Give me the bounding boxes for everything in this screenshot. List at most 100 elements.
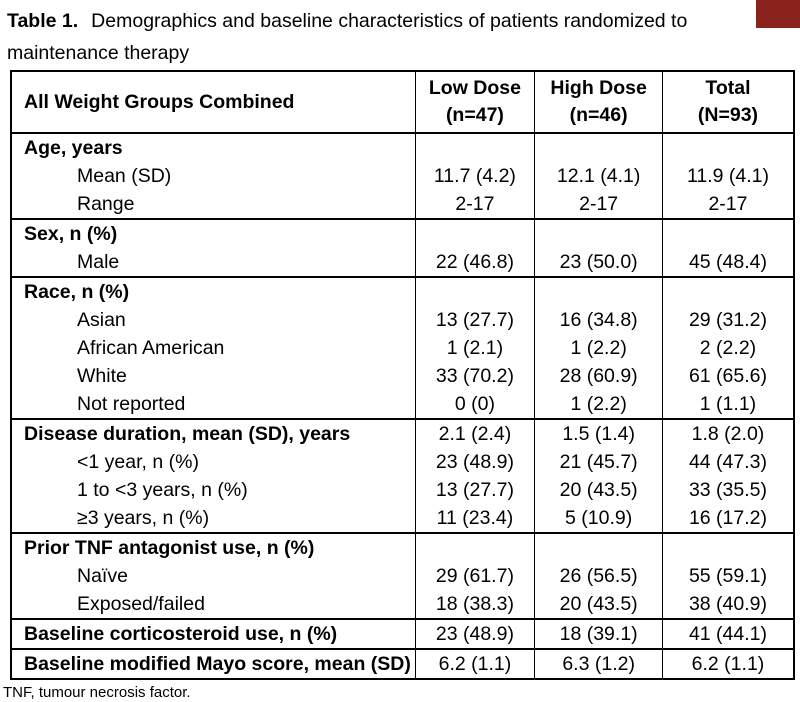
column-name: High Dose — [550, 77, 647, 99]
cell-high-dose: 2-17 — [534, 190, 663, 219]
cell-high-dose: 20 (43.5) — [534, 590, 663, 619]
table-row-duration-1to3: 1 to <3 years, n (%) 13 (27.7) 20 (43.5)… — [11, 476, 794, 504]
cell-total: 16 (17.2) — [661, 504, 794, 533]
cell-low-dose: 23 (48.9) — [414, 448, 535, 476]
cell-total: 2 (2.2) — [661, 334, 794, 362]
cell-total: 1.8 (2.0) — [661, 418, 794, 448]
cell-total: 1 (1.1) — [661, 390, 794, 419]
table-row-tnf-section: Prior TNF antagonist use, n (%) — [11, 532, 794, 562]
cell-high-dose — [534, 276, 663, 306]
cell-total: 11.9 (4.1) — [661, 162, 794, 190]
cell-low-dose — [414, 218, 535, 248]
header-total: Total (N=93) — [661, 71, 794, 134]
header-row: All Weight Groups Combined Low Dose (n=4… — [11, 71, 794, 134]
row-label: Disease duration, mean (SD), years — [11, 418, 416, 448]
row-label: Mean (SD) — [77, 164, 172, 187]
table-row-age-section: Age, years — [11, 132, 794, 162]
column-name: Total — [705, 77, 751, 99]
row-label: Not reported — [77, 392, 186, 415]
column-n: (n=47) — [445, 104, 504, 126]
cell-low-dose: 22 (46.8) — [414, 248, 535, 277]
table-row-tnf-naive: Naïve 29 (61.7) 26 (56.5) 55 (59.1) — [11, 562, 794, 590]
column-n: (n=46) — [569, 104, 628, 126]
cell-total: 45 (48.4) — [661, 248, 794, 277]
cell-low-dose: 11 (23.4) — [414, 504, 535, 533]
cell-low-dose: 13 (27.7) — [414, 306, 535, 334]
table-row-race-not-reported: Not reported 0 (0) 1 (2.2) 1 (1.1) — [11, 390, 794, 419]
row-label: Range — [77, 192, 135, 215]
cell-total: 61 (65.6) — [661, 362, 794, 390]
cell-total: 41 (44.1) — [661, 618, 794, 649]
cell-high-dose: 1 (2.2) — [534, 334, 663, 362]
cell-total — [661, 276, 794, 306]
cell-high-dose: 28 (60.9) — [534, 362, 663, 390]
header-high-dose: High Dose (n=46) — [534, 71, 663, 134]
row-label: ≥3 years, n (%) — [77, 506, 210, 529]
table-row-race-african-american: African American 1 (2.1) 1 (2.2) 2 (2.2) — [11, 334, 794, 362]
demographics-table: All Weight Groups Combined Low Dose (n=4… — [10, 70, 795, 680]
cell-high-dose — [534, 218, 663, 248]
table-row-age-range: Range 2-17 2-17 2-17 — [11, 190, 794, 219]
cell-total — [661, 218, 794, 248]
cell-total — [661, 532, 794, 562]
row-label: Prior TNF antagonist use, n (%) — [11, 532, 416, 562]
row-label: African American — [77, 336, 225, 359]
column-n: (N=93) — [697, 104, 759, 126]
table-caption: Table 1. Demographics and baseline charac… — [0, 0, 793, 69]
cell-high-dose — [534, 532, 663, 562]
cell-low-dose: 29 (61.7) — [414, 562, 535, 590]
cell-low-dose: 2.1 (2.4) — [414, 418, 535, 448]
column-name: Low Dose — [428, 77, 521, 99]
cell-high-dose: 20 (43.5) — [534, 476, 663, 504]
cell-low-dose: 33 (70.2) — [414, 362, 535, 390]
cell-total: 38 (40.9) — [661, 590, 794, 619]
cell-high-dose: 21 (45.7) — [534, 448, 663, 476]
table-row-mayo-score: Baseline modified Mayo score, mean (SD) … — [11, 648, 794, 679]
cell-low-dose: 23 (48.9) — [414, 618, 535, 649]
table-row-tnf-exposed: Exposed/failed 18 (38.3) 20 (43.5) 38 (4… — [11, 590, 794, 619]
table-row-corticosteroid: Baseline corticosteroid use, n (%) 23 (4… — [11, 618, 794, 649]
cell-low-dose: 0 (0) — [414, 390, 535, 419]
cell-total: 6.2 (1.1) — [661, 648, 794, 679]
corner-patch — [756, 0, 800, 28]
cell-total — [661, 132, 794, 162]
table-row-race-white: White 33 (70.2) 28 (60.9) 61 (65.6) — [11, 362, 794, 390]
row-label: Age, years — [11, 132, 416, 162]
cell-high-dose: 26 (56.5) — [534, 562, 663, 590]
row-label: <1 year, n (%) — [77, 450, 199, 473]
cell-low-dose: 11.7 (4.2) — [414, 162, 535, 190]
cell-high-dose: 23 (50.0) — [534, 248, 663, 277]
table-number: Table 1. — [7, 10, 79, 32]
table-row-race-section: Race, n (%) — [11, 276, 794, 306]
cell-total: 44 (47.3) — [661, 448, 794, 476]
row-label: Asian — [77, 308, 126, 331]
footnote: TNF, tumour necrosis factor. — [3, 684, 191, 701]
cell-low-dose: 1 (2.1) — [414, 334, 535, 362]
table-row-race-asian: Asian 13 (27.7) 16 (34.8) 29 (31.2) — [11, 306, 794, 334]
row-label: Exposed/failed — [77, 592, 205, 615]
cell-high-dose: 5 (10.9) — [534, 504, 663, 533]
cell-high-dose: 12.1 (4.1) — [534, 162, 663, 190]
cell-low-dose — [414, 532, 535, 562]
cell-total: 2-17 — [661, 190, 794, 219]
row-label: Baseline modified Mayo score, mean (SD) — [11, 648, 416, 679]
header-all-weight-groups: All Weight Groups Combined — [11, 71, 416, 134]
cell-high-dose: 6.3 (1.2) — [534, 648, 663, 679]
cell-low-dose — [414, 132, 535, 162]
cell-high-dose — [534, 132, 663, 162]
cell-low-dose: 13 (27.7) — [414, 476, 535, 504]
row-label: White — [77, 364, 127, 387]
cell-low-dose: 18 (38.3) — [414, 590, 535, 619]
row-label: 1 to <3 years, n (%) — [77, 478, 248, 501]
header-low-dose: Low Dose (n=47) — [414, 71, 535, 134]
cell-low-dose: 6.2 (1.1) — [414, 648, 535, 679]
table-row-sex-male: Male 22 (46.8) 23 (50.0) 45 (48.4) — [11, 248, 794, 277]
cell-high-dose: 1.5 (1.4) — [534, 418, 663, 448]
cell-total: 33 (35.5) — [661, 476, 794, 504]
row-label: Male — [77, 250, 120, 273]
table-row-disease-duration: Disease duration, mean (SD), years 2.1 (… — [11, 418, 794, 448]
row-label: Sex, n (%) — [11, 218, 416, 248]
cell-high-dose: 16 (34.8) — [534, 306, 663, 334]
cell-total: 29 (31.2) — [661, 306, 794, 334]
table-caption-text: Demographics and baseline characteristic… — [7, 10, 688, 64]
